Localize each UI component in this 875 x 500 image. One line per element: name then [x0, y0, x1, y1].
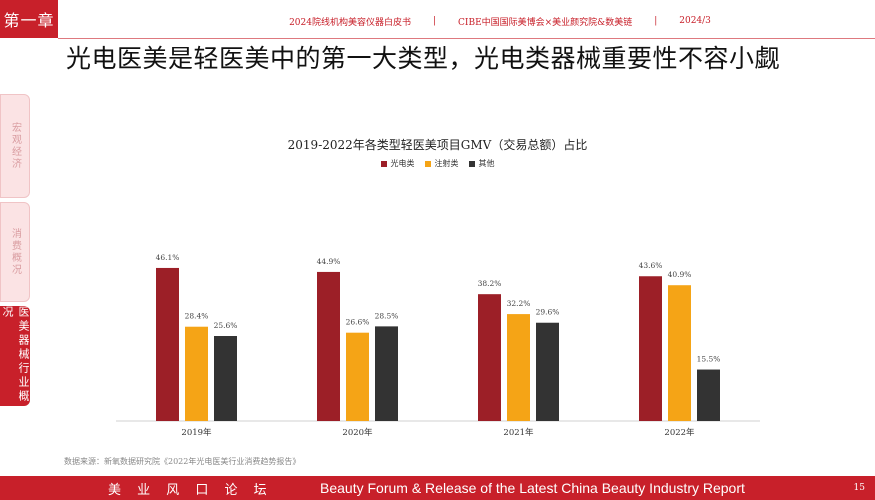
data-label: 28.5%: [375, 311, 399, 320]
legend-label: 其他: [478, 159, 495, 168]
data-label: 26.6%: [346, 318, 370, 327]
bar: [156, 267, 179, 421]
bar: [375, 326, 398, 421]
header-divider: [58, 38, 875, 39]
legend-entry: 光电类: [380, 158, 415, 169]
x-tick-label: 2021年: [503, 427, 534, 438]
bar: [639, 276, 662, 421]
legend-swatch: [380, 160, 387, 167]
legend-entry: 注射类: [424, 158, 459, 169]
bar: [214, 336, 237, 421]
header-separator: |: [654, 16, 658, 26]
chart: 2019-2022年各类型轻医美项目GMV（交易总额）占比 光电类 注射类 其他…: [40, 128, 835, 458]
bar: [317, 271, 340, 421]
x-tick-label: 2019年: [181, 427, 212, 438]
legend-label: 光电类: [390, 159, 415, 168]
header-item-date: 2024/3: [679, 16, 711, 26]
data-label: 29.6%: [536, 308, 560, 317]
data-label: 38.2%: [478, 279, 502, 288]
bar: [536, 322, 559, 421]
footer-report-name: Beauty Forum & Release of the Latest Chi…: [320, 480, 745, 496]
chart-legend: 光电类 注射类 其他: [40, 158, 835, 169]
page-title: 光电医美是轻医美中的第一大类型，光电类器械重要性不容小觑: [66, 44, 781, 73]
x-tick-label: 2022年: [664, 427, 695, 438]
bar: [668, 285, 691, 421]
data-label: 25.6%: [214, 321, 238, 330]
x-tick-label: 2020年: [342, 427, 373, 438]
data-label: 32.2%: [507, 299, 531, 308]
data-label: 15.5%: [697, 355, 721, 364]
page-number: 15: [853, 483, 865, 493]
data-label: 28.4%: [185, 312, 209, 321]
header-item-organizers: CIBE中国国际美博会×美业颜究院&数美链: [458, 17, 633, 28]
data-source-note: 数据来源：新氧数据研究院《2022年光电医美行业消费趋势报告》: [64, 457, 301, 466]
data-label: 40.9%: [668, 270, 692, 279]
bar: [697, 369, 720, 421]
bar: [478, 294, 501, 421]
data-label: 46.1%: [156, 253, 180, 262]
data-label: 44.9%: [317, 257, 341, 266]
bar-plot: 46.1% 28.4% 25.6% 2019年 44.9% 26.6% 28.5% 2020年…: [116, 253, 760, 438]
side-tab-macro-economy[interactable]: 宏观经济: [0, 94, 30, 198]
footer-forum-name: 美 业 风 口 论 坛: [108, 482, 273, 498]
legend-entry: 其他: [468, 158, 495, 169]
legend-label: 注射类: [434, 159, 459, 168]
header-item-whitepaper: 2024院线机构美容仪器白皮书: [289, 17, 411, 28]
side-tab-consumption[interactable]: 消费概况: [0, 202, 30, 302]
bar: [507, 314, 530, 421]
bar: [185, 326, 208, 421]
footer-bar: 美 业 风 口 论 坛 Beauty Forum & Release of th…: [0, 476, 875, 500]
chart-title: 2019-2022年各类型轻医美项目GMV（交易总额）占比: [287, 138, 588, 152]
legend-swatch: [424, 160, 431, 167]
header-separator: |: [432, 16, 437, 26]
side-tab-medical-device[interactable]: 医美器械行业概况: [0, 306, 30, 406]
header-bar: 2024院线机构美容仪器白皮书 | CIBE中国国际美博会×美业颜究院&数美链 …: [140, 6, 860, 36]
legend-swatch: [468, 160, 475, 167]
data-label: 43.6%: [639, 261, 663, 270]
bar: [346, 332, 369, 421]
chapter-badge: 第一章: [0, 0, 58, 38]
